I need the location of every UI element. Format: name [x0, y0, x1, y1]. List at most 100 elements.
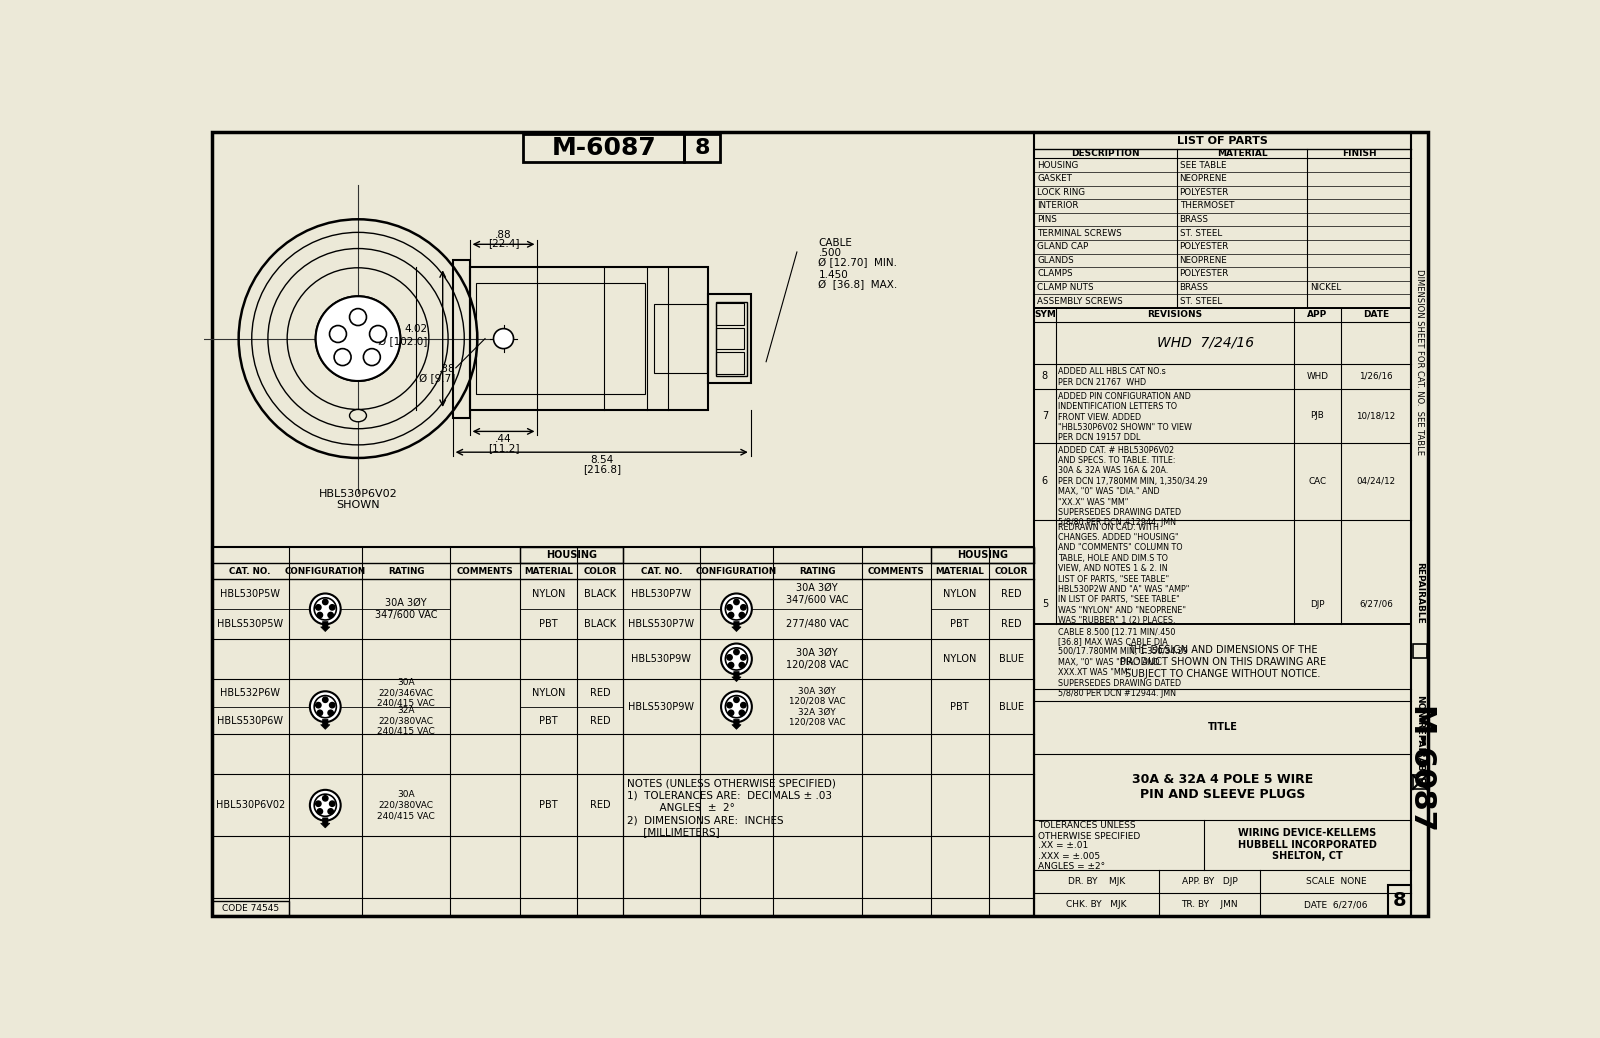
Text: RATING: RATING — [798, 567, 835, 576]
Text: THERMOSET: THERMOSET — [1179, 201, 1234, 211]
Text: PINS: PINS — [1037, 215, 1058, 224]
Text: HBLS530P6W: HBLS530P6W — [218, 715, 283, 726]
Text: APP: APP — [1307, 310, 1328, 320]
Circle shape — [728, 662, 734, 667]
Text: COMMENTS: COMMENTS — [456, 567, 514, 576]
Text: ST. STEEL: ST. STEEL — [1179, 297, 1222, 305]
Circle shape — [314, 695, 336, 717]
Text: PBT: PBT — [539, 800, 558, 811]
Bar — [520, 547, 622, 564]
Text: M-6087: M-6087 — [552, 136, 656, 160]
Text: RED: RED — [590, 800, 611, 811]
Text: WIRING DEVICE-KELLEMS
HUBBELL INCORPORATED
SHELTON, CT: WIRING DEVICE-KELLEMS HUBBELL INCORPORAT… — [1238, 828, 1378, 862]
Text: MATERIAL: MATERIAL — [525, 567, 573, 576]
Text: RATING: RATING — [387, 567, 424, 576]
Text: [11.2]: [11.2] — [488, 443, 520, 454]
Circle shape — [328, 710, 333, 715]
Bar — [709, 294, 750, 383]
Bar — [211, 132, 1034, 547]
Text: HOUSING: HOUSING — [546, 550, 597, 559]
Text: .38: .38 — [438, 364, 456, 375]
Text: REPAIRABLE: REPAIRABLE — [1416, 562, 1424, 624]
Circle shape — [739, 662, 744, 667]
Circle shape — [314, 794, 336, 816]
Text: COMMENTS: COMMENTS — [867, 567, 925, 576]
Text: 30A
220/380VAC
240/415 VAC: 30A 220/380VAC 240/415 VAC — [378, 790, 435, 820]
Text: 8: 8 — [1042, 372, 1048, 381]
Text: 6/27/06: 6/27/06 — [1358, 600, 1394, 608]
Text: HBL530P5W: HBL530P5W — [221, 589, 280, 599]
Circle shape — [328, 809, 333, 814]
Circle shape — [315, 296, 400, 381]
Text: 30A 3ØY
347/600 VAC: 30A 3ØY 347/600 VAC — [374, 598, 437, 620]
Text: RED: RED — [1002, 589, 1022, 599]
Text: SEE TABLE: SEE TABLE — [1179, 161, 1226, 170]
Text: .500: .500 — [819, 248, 842, 257]
Text: Ø [102.0]: Ø [102.0] — [378, 336, 427, 347]
Circle shape — [330, 326, 347, 343]
Text: NEOPRENE: NEOPRENE — [1179, 174, 1227, 184]
Text: DATE  6/27/06: DATE 6/27/06 — [1304, 900, 1368, 909]
Text: ADDED CAT. # HBL530P6V02
AND SPECS. TO TABLE. TITLE:
30A & 32A WAS 16A & 20A.
PE: ADDED CAT. # HBL530P6V02 AND SPECS. TO T… — [1058, 445, 1208, 527]
Bar — [685, 134, 720, 162]
Text: APP. BY   DJP: APP. BY DJP — [1182, 877, 1237, 886]
Circle shape — [349, 308, 366, 326]
Circle shape — [734, 698, 739, 703]
Text: 1/26/16: 1/26/16 — [1358, 372, 1392, 381]
Text: HBL530P6V02
SHOWN: HBL530P6V02 SHOWN — [318, 489, 397, 511]
Text: POLYESTER: POLYESTER — [1179, 270, 1229, 278]
Bar — [717, 328, 744, 350]
Text: POLYESTER: POLYESTER — [1179, 242, 1229, 251]
Text: 30A
220/346VAC
240/415 VAC: 30A 220/346VAC 240/415 VAC — [378, 678, 435, 708]
Circle shape — [722, 691, 752, 722]
Text: RED: RED — [590, 688, 611, 698]
Bar — [1389, 885, 1411, 917]
Circle shape — [363, 349, 381, 365]
Text: L2: L2 — [354, 312, 363, 322]
Text: HOUSING: HOUSING — [1037, 161, 1078, 170]
Circle shape — [317, 710, 323, 715]
Circle shape — [493, 329, 514, 349]
Circle shape — [726, 605, 733, 610]
Text: HBL530P6V02: HBL530P6V02 — [216, 800, 285, 811]
Text: [MILLIMETERS]: [MILLIMETERS] — [627, 827, 720, 838]
Text: SYM: SYM — [1034, 310, 1056, 320]
Text: Ø [12.70]  MIN.: Ø [12.70] MIN. — [819, 257, 898, 268]
Text: 30A 3ØY
120/208 VAC
32A 3ØY
120/208 VAC: 30A 3ØY 120/208 VAC 32A 3ØY 120/208 VAC — [789, 686, 846, 727]
Text: Ø  [36.8]  MAX.: Ø [36.8] MAX. — [819, 280, 898, 291]
Text: G: G — [370, 353, 374, 361]
Bar — [475, 283, 645, 394]
Bar — [211, 547, 1034, 917]
Text: TOLERANCES UNLESS
OTHERWISE SPECIFIED: TOLERANCES UNLESS OTHERWISE SPECIFIED — [1038, 821, 1141, 841]
Text: CLAMP NUTS: CLAMP NUTS — [1037, 283, 1094, 292]
Text: NYLON: NYLON — [531, 589, 565, 599]
Text: HBLS530P5W: HBLS530P5W — [218, 619, 283, 629]
FancyArrow shape — [731, 719, 741, 730]
Text: NYLON: NYLON — [942, 654, 976, 664]
Text: 8: 8 — [694, 138, 710, 158]
Text: HBL532P6W: HBL532P6W — [221, 688, 280, 698]
Text: N: N — [339, 353, 346, 361]
Circle shape — [330, 703, 334, 708]
Text: REDRAWN ON CAD. WITH
CHANGES. ADDED "HOUSING"
AND "COMMENTS" COLUMN TO
TABLE, HO: REDRAWN ON CAD. WITH CHANGES. ADDED "HOU… — [1058, 523, 1189, 698]
Text: CODE 74545: CODE 74545 — [222, 904, 278, 912]
Bar — [1413, 645, 1427, 658]
Bar — [717, 302, 747, 376]
Circle shape — [315, 605, 322, 610]
Text: LOCK RING: LOCK RING — [1037, 188, 1085, 197]
Text: CHK. BY   MJK: CHK. BY MJK — [1066, 900, 1126, 909]
Text: DATE: DATE — [1363, 310, 1389, 320]
Bar — [470, 268, 709, 410]
Text: 30A 3ØY
120/208 VAC: 30A 3ØY 120/208 VAC — [786, 648, 848, 670]
Text: MATERIAL: MATERIAL — [1216, 149, 1267, 159]
Text: NICKEL: NICKEL — [1310, 283, 1342, 292]
Circle shape — [734, 650, 739, 655]
Text: .88: .88 — [496, 230, 512, 240]
Circle shape — [314, 598, 336, 620]
Text: PBT: PBT — [539, 619, 558, 629]
Text: .XX = ±.01
.XXX = ±.005
ANGLES = ±2°: .XX = ±.01 .XXX = ±.005 ANGLES = ±2° — [1038, 842, 1106, 871]
Text: DESCRIPTION: DESCRIPTION — [1070, 149, 1139, 159]
Text: 32A
220/380VAC
240/415 VAC: 32A 220/380VAC 240/415 VAC — [378, 706, 435, 736]
Ellipse shape — [349, 409, 366, 421]
Circle shape — [726, 655, 733, 660]
